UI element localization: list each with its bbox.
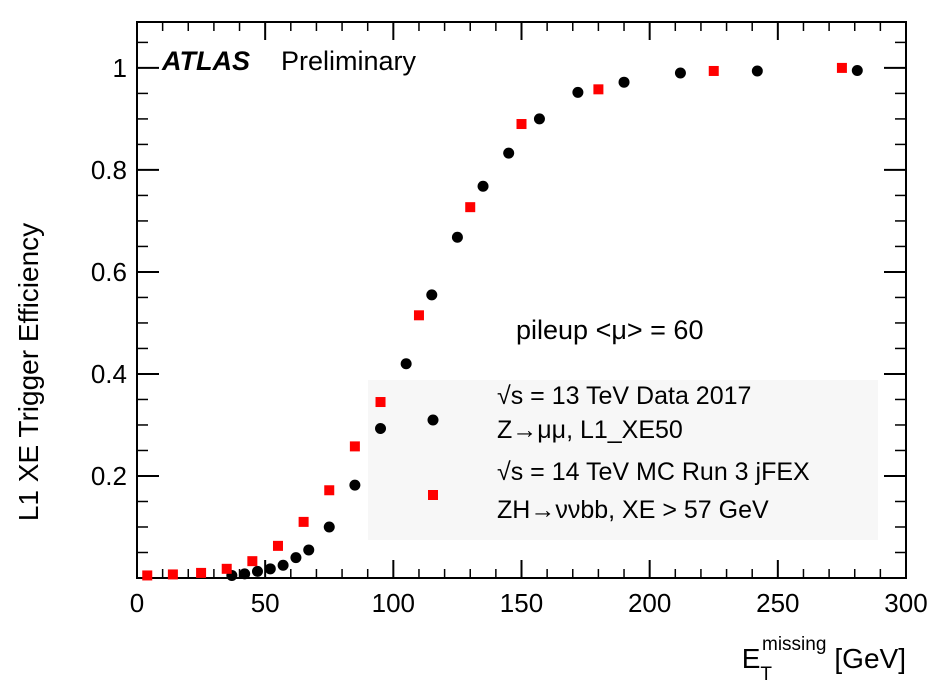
data-point-mc-run3 xyxy=(836,62,847,73)
atlas-label: ATLAS xyxy=(161,46,250,76)
data-point-mc-run3 xyxy=(167,569,178,580)
y-tick-label: 0.6 xyxy=(91,257,127,287)
data-point-mc-run3 xyxy=(708,65,719,76)
y-tick-label: 0.4 xyxy=(91,359,127,389)
atlas-sublabel: Preliminary xyxy=(281,46,417,76)
data-point-data2017 xyxy=(451,231,463,243)
data-point-data2017 xyxy=(503,147,515,159)
x-axis-title-unit: [GeV] xyxy=(834,643,906,674)
data-point-data2017 xyxy=(323,521,335,533)
data-point-data2017 xyxy=(618,76,630,88)
legend-marker-mc-run3 xyxy=(428,490,438,500)
x-tick-label: 50 xyxy=(251,588,280,618)
y-tick-label: 1 xyxy=(113,53,127,83)
legend-background xyxy=(368,380,878,540)
x-tick-label: 250 xyxy=(756,588,799,618)
x-tick-label: 150 xyxy=(500,588,543,618)
data-point-mc-run3 xyxy=(272,540,283,551)
data-point-mc-run3 xyxy=(465,202,476,213)
data-point-mc-run3 xyxy=(349,441,360,452)
data-point-data2017 xyxy=(290,552,302,564)
legend-marker-data2017 xyxy=(427,414,439,426)
data-point-data2017 xyxy=(400,358,412,370)
data-point-data2017 xyxy=(239,568,251,580)
data-point-mc-run3 xyxy=(516,119,527,130)
data-point-mc-run3 xyxy=(324,485,335,496)
x-tick-label: 200 xyxy=(628,588,671,618)
x-axis-title: ETmissing [GeV] xyxy=(742,634,906,685)
data-point-data2017 xyxy=(751,65,763,77)
data-point-mc-run3 xyxy=(298,516,309,527)
data-point-data2017 xyxy=(277,559,289,571)
data-point-data2017 xyxy=(426,289,438,301)
legend-entry-line: √s = 13 TeV Data 2017 xyxy=(497,382,751,410)
legend-entry-line: √s = 14 TeV MC Run 3 jFEX xyxy=(497,458,810,486)
data-point-data2017 xyxy=(349,479,361,491)
data-point-data2017 xyxy=(572,86,584,98)
x-axis-title-sup: missing xyxy=(762,634,826,655)
legend-entry-line: ZH→ννbb, XE > 57 GeV xyxy=(497,496,769,524)
y-axis-title: L1 XE Trigger Efficiency xyxy=(13,223,44,521)
data-point-data2017 xyxy=(851,64,863,76)
data-point-data2017 xyxy=(477,180,489,192)
data-point-data2017 xyxy=(375,423,387,435)
x-tick-label: 100 xyxy=(372,588,415,618)
data-point-mc-run3 xyxy=(593,84,604,95)
data-point-data2017 xyxy=(251,565,263,577)
legend-entry-line: Z→μμ, L1_XE50 xyxy=(497,416,683,444)
data-point-mc-run3 xyxy=(142,570,153,581)
x-axis-title-main: E xyxy=(742,643,761,674)
y-tick-label: 0.8 xyxy=(91,155,127,185)
x-tick-label: 300 xyxy=(884,588,927,618)
data-point-data2017 xyxy=(303,544,315,556)
data-point-mc-run3 xyxy=(221,563,232,574)
x-tick-label: 0 xyxy=(130,588,144,618)
data-point-data2017 xyxy=(674,67,686,79)
data-point-mc-run3 xyxy=(413,310,424,321)
data-point-data2017 xyxy=(264,563,276,575)
x-axis-title-sub: T xyxy=(760,664,772,685)
data-point-mc-run3 xyxy=(196,567,207,578)
pileup-annotation: pileup <μ> = 60 xyxy=(516,315,703,345)
data-point-mc-run3 xyxy=(375,397,386,408)
data-point-data2017 xyxy=(533,113,545,125)
y-tick-label: 0.2 xyxy=(91,461,127,491)
data-point-mc-run3 xyxy=(247,556,258,567)
